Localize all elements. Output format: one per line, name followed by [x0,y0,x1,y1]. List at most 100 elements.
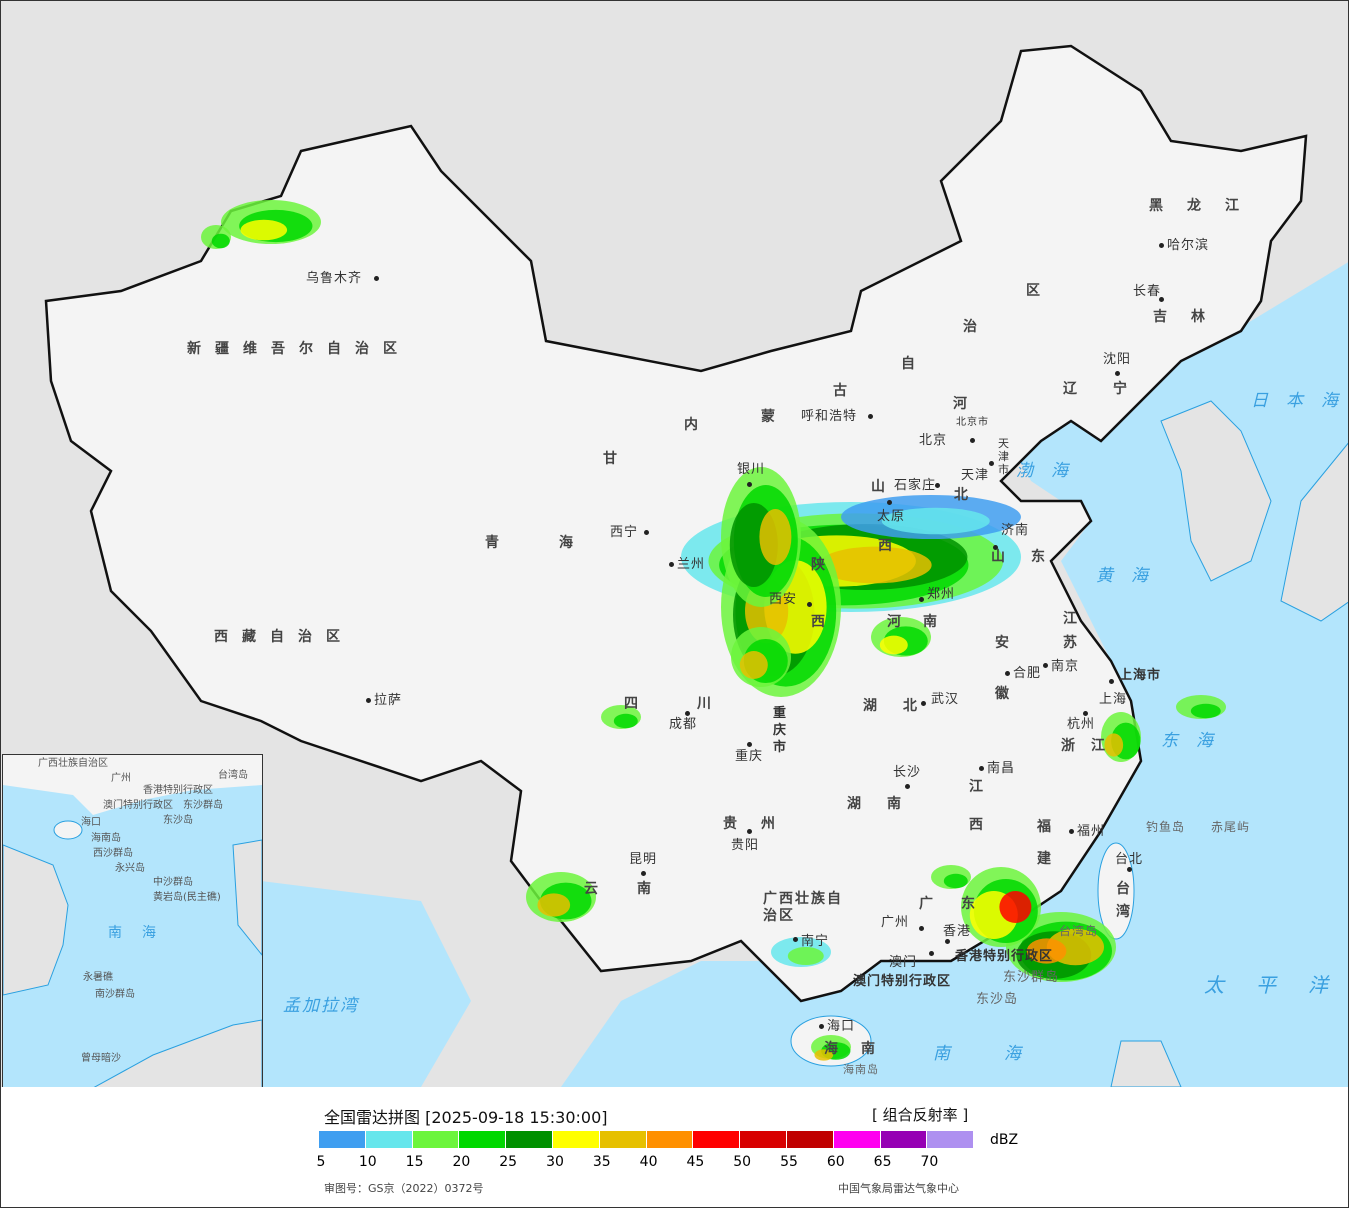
label-xizang: 西藏自治区 [214,629,354,645]
sea-bengal: 孟加拉湾 [283,996,359,1016]
legend-title: 全国雷达拼图 [2025-09-18 15:30:00] [324,1108,608,1127]
label-an: 安 [995,635,1023,651]
city-label: 南宁 [801,934,830,949]
inset-borneo [93,1019,262,1087]
radar-echo [240,219,288,241]
city-marker [366,698,371,703]
label-chuan: 川 [697,696,725,712]
scale-tick: 30 [546,1154,564,1170]
city-marker [1159,243,1164,248]
inset-label: 中沙群岛 [153,877,193,888]
label-hainan-hai: 海 [824,1041,852,1057]
label-jiangxi-jiang: 江 [969,779,997,795]
sea-south: 南海 [933,1044,1075,1064]
label-beijing-shi: 北京市 [956,417,989,428]
radar-echo [999,891,1032,923]
city-marker [905,784,910,789]
label-zhe: 浙 [1061,738,1089,754]
label-zi: 自 [901,356,929,372]
inset-label: 永暑礁 [83,972,113,983]
label-meng: 蒙 [761,409,789,425]
city-marker [1115,371,1120,376]
color-swatch [599,1131,647,1148]
label-dong: 东 [961,896,989,912]
city-marker [868,414,873,419]
city-marker [793,937,798,942]
color-swatch [833,1131,881,1148]
color-scale [319,1131,975,1148]
label-taiwan-island: 台湾岛 [1059,924,1099,938]
city-marker [641,871,646,876]
label-hunan-hu: 湖 [847,796,875,812]
city-marker [945,939,950,944]
city-marker [935,483,940,488]
philippines [1110,1040,1182,1087]
label-tai: 台 [1116,881,1144,897]
radar-map: 新疆维吾尔自治区 西藏自治区 青海 甘 内 蒙 古 自 治 区 黑龙江 吉林 辽… [1,1,1348,1087]
city-marker [747,482,752,487]
city-label: 上海 [1099,692,1128,707]
korea [1160,400,1272,582]
product-name: [ 组合反射率 ] [872,1106,969,1124]
scale-tick: 10 [358,1154,377,1170]
radar-echo [1104,733,1124,757]
inset-label: 澳门特别行政区 [103,800,173,811]
radar-echo [881,507,990,535]
city-label: 长沙 [893,765,922,780]
color-swatch [740,1131,787,1148]
inset-label: 曾母暗沙 [81,1053,121,1064]
approval-number: 审图号：GS京（2022）0372号 [324,1182,484,1195]
radar-echo [211,233,230,249]
inset-hainan [53,820,83,840]
label-dongsha-island: 东沙岛 [976,992,1019,1007]
sea-yellow: 黄海 [1096,566,1166,586]
color-swatch [506,1131,553,1148]
city-label: 长春 [1133,284,1162,299]
city-label: 福州 [1077,824,1106,839]
label-guangxi: 广西壮族自治区 [763,891,843,924]
city-label: 南昌 [987,761,1016,776]
label-yunnan-nan: 南 [637,881,665,897]
japan [1280,442,1348,622]
city-label: 重庆 [735,749,764,764]
label-xi2: 西 [811,614,839,630]
city-label: 拉萨 [374,693,403,708]
label-su: 苏 [1063,635,1091,651]
scale-tick: 5 [316,1154,326,1170]
label-he: 河 [953,396,981,412]
city-marker [1127,867,1132,872]
city-label: 西宁 [610,525,639,540]
radar-echo [1026,938,1067,964]
south-china-sea-inset: 广西壮族自治区 广州 澳门特别行政区 香港特别行政区 东沙群岛 东沙岛 海口 海南岛 西沙群岛永… [2,754,263,1087]
color-swatch [412,1131,460,1148]
city-marker [887,500,892,505]
label-xi: 西 [878,538,906,554]
city-marker [644,530,649,535]
color-swatch [459,1131,507,1148]
sea-pacific: 太平洋 [1204,973,1348,997]
inset-mainland [3,755,262,815]
label-henan-nan: 南 [923,614,951,630]
inset-label: 南沙群岛 [95,989,135,1000]
city-label: 台北 [1115,852,1144,867]
radar-echoes [201,200,1226,1061]
city-label: 郑州 [927,587,956,602]
city-label: 济南 [1001,523,1030,538]
color-swatch [693,1131,741,1148]
scale-tick: 65 [873,1154,892,1170]
city-label: 广州 [881,915,910,930]
label-shan: 山 [871,479,899,495]
label-gan: 甘 [603,451,631,467]
city-marker [669,562,674,567]
city-label: 西安 [769,592,798,607]
color-swatch [365,1131,413,1148]
city-label: 沈阳 [1103,352,1132,367]
inset-philippines [232,839,262,956]
city-label: 北京 [919,433,948,448]
label-heilongjiang: 黑龙江 [1149,198,1263,214]
scale-tick: 35 [592,1154,611,1170]
inset-indochina [3,844,69,996]
city-marker [747,829,752,834]
city-marker [921,701,926,706]
map-canvas [44,44,1348,1087]
